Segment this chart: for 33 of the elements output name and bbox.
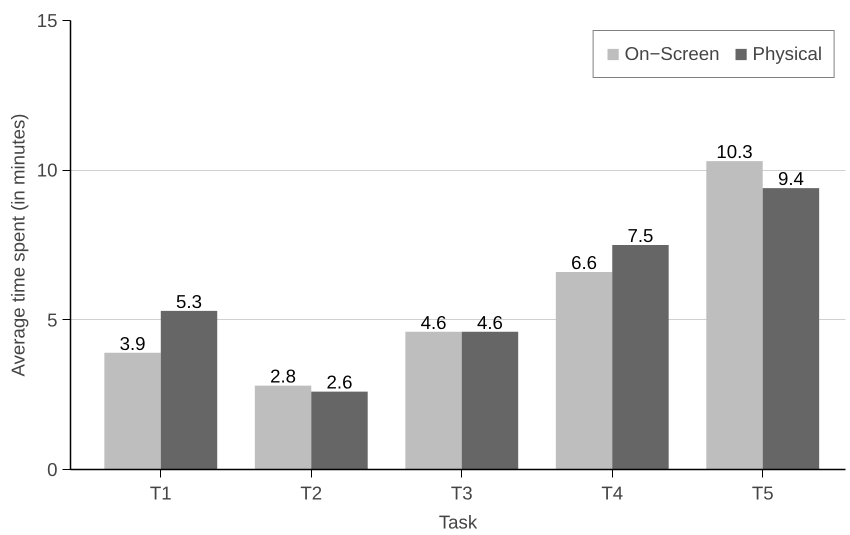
- data-label: 7.5: [627, 225, 654, 246]
- x-tick-label: T1: [150, 482, 172, 504]
- bar: [762, 188, 820, 470]
- data-label: 5.3: [176, 290, 202, 312]
- x-axis-title: Task: [438, 512, 478, 532]
- x-tick-label: T5: [752, 482, 774, 504]
- bar: [405, 332, 462, 470]
- data-label: 3.9: [120, 332, 146, 354]
- legend-label: Physical: [752, 43, 822, 65]
- bar: [104, 352, 161, 470]
- bar: [462, 332, 518, 470]
- data-label: 4.6: [420, 312, 447, 333]
- bar: [160, 310, 218, 470]
- bar: [612, 245, 669, 470]
- data-label: 2.8: [270, 366, 296, 387]
- data-label: 6.6: [571, 252, 597, 273]
- x-tick-label: T3: [450, 482, 473, 504]
- data-label: 9.4: [778, 168, 804, 190]
- bar: [706, 161, 763, 470]
- legend-label: On−Screen: [624, 43, 720, 65]
- y-tick-label: 5: [47, 309, 58, 330]
- x-tick-label: T4: [601, 482, 624, 504]
- data-label: 10.3: [716, 141, 753, 162]
- data-label: 2.6: [326, 372, 352, 393]
- x-tick-label: T2: [300, 482, 322, 504]
- bar: [254, 386, 312, 470]
- bar: [556, 272, 612, 470]
- y-tick-label: 10: [36, 160, 58, 181]
- bar: [311, 392, 368, 470]
- y-tick-label: 0: [47, 459, 58, 480]
- data-label: 4.6: [477, 312, 503, 333]
- y-tick-label: 15: [36, 10, 58, 31]
- y-axis-title: Average time spent (in minutes): [8, 113, 29, 377]
